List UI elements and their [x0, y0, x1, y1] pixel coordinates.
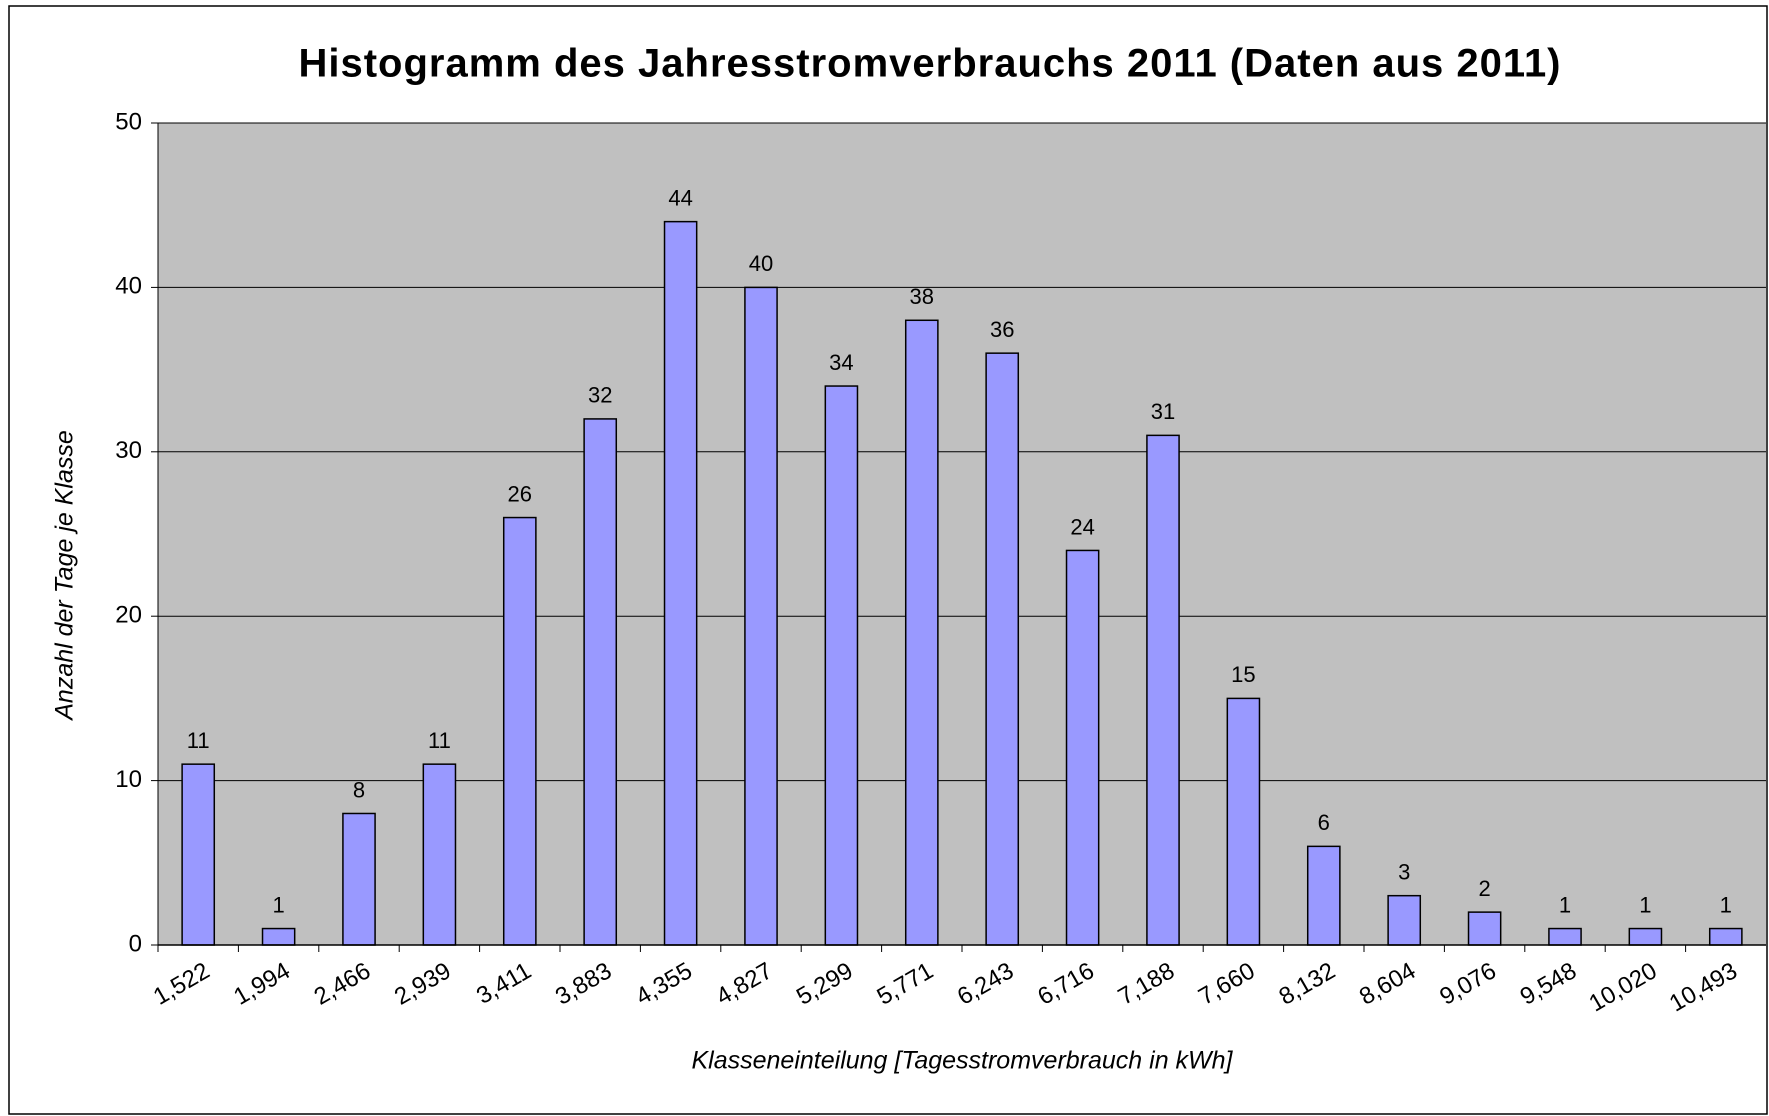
value-label: 8 — [353, 777, 365, 802]
value-label: 3 — [1398, 859, 1410, 884]
bar — [342, 812, 376, 946]
value-label: 11 — [187, 728, 210, 753]
bar — [1548, 927, 1582, 946]
value-label: 44 — [668, 185, 692, 210]
bar — [1226, 697, 1261, 946]
value-label: 1 — [1639, 892, 1651, 917]
chart-title: Histogramm des Jahresstromverbrauchs 201… — [298, 42, 1561, 86]
bar — [1146, 434, 1180, 946]
bar — [904, 319, 939, 946]
value-label: 11 — [428, 728, 451, 753]
value-label: 40 — [749, 251, 773, 276]
bar — [181, 763, 216, 946]
bar — [1306, 845, 1341, 946]
value-label: 2 — [1478, 876, 1490, 901]
y-tick-label: 30 — [115, 437, 142, 464]
y-tick-label: 10 — [115, 766, 142, 793]
value-label: 32 — [588, 383, 612, 408]
bar — [744, 286, 778, 946]
bar — [1387, 894, 1422, 946]
value-label: 38 — [910, 284, 934, 309]
value-label: 1 — [1559, 892, 1571, 917]
bar — [261, 927, 296, 946]
bar — [1467, 911, 1502, 946]
value-label: 15 — [1231, 662, 1255, 687]
value-label: 1 — [272, 892, 284, 917]
bar — [985, 352, 1020, 946]
y-tick-label: 40 — [115, 273, 142, 300]
bar — [824, 385, 859, 946]
y-tick-label: 50 — [115, 108, 142, 135]
plot-area — [158, 123, 1766, 945]
bar — [1065, 549, 1100, 946]
y-tick-label: 0 — [129, 930, 142, 957]
bar — [502, 516, 537, 946]
value-label: 24 — [1070, 514, 1094, 539]
bar — [583, 418, 618, 946]
y-axis-title: Anzahl der Tage je Klasse — [51, 430, 79, 722]
bar — [663, 220, 698, 946]
value-label: 6 — [1318, 810, 1330, 835]
value-label: 36 — [990, 317, 1014, 342]
y-tick-label: 20 — [115, 602, 142, 629]
value-label: 34 — [829, 350, 853, 375]
bar — [1628, 927, 1663, 946]
x-axis-title: Klasseneinteilung [Tagesstromverbrauch i… — [691, 1047, 1233, 1075]
bar — [1708, 927, 1743, 946]
value-label: 26 — [508, 481, 532, 506]
bar — [422, 763, 457, 946]
value-label: 31 — [1151, 399, 1175, 424]
value-label: 1 — [1720, 892, 1732, 917]
